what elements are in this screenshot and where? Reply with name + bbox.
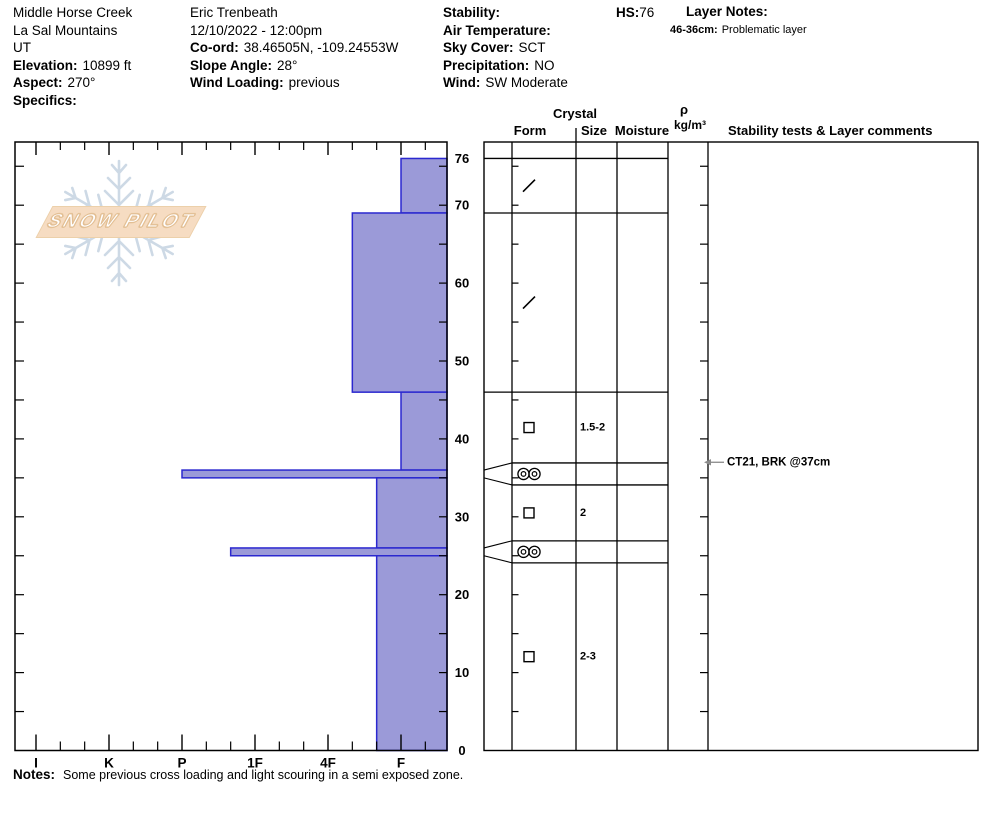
- sky-cover-line: Sky Cover: SCT: [443, 40, 546, 55]
- grain-form-square-icon: [523, 650, 535, 663]
- snow-height-line: HS:76: [616, 5, 655, 20]
- hardness-axis-label: I: [34, 756, 38, 771]
- snow-layer-bar: [229, 547, 448, 557]
- specifics-line: Specifics:: [13, 92, 77, 108]
- grain-size-value: 2-3: [580, 651, 596, 663]
- column-header-crystal: Crystal: [552, 106, 598, 121]
- observation-datetime: 12/10/2022 - 12:00pm: [190, 22, 323, 38]
- annotation-arrow-head: [704, 459, 711, 466]
- grain-form-square-icon: [523, 421, 535, 434]
- grain-form-circle-icon: [517, 467, 530, 481]
- header-observer-block: Eric Trenbeath 12/10/2022 - 12:00pm Co-o…: [190, 4, 398, 92]
- hardness-axis-label: K: [104, 756, 114, 771]
- site-name: Middle Horse Creek: [13, 5, 133, 20]
- elevation-line: Elevation: 10899 ft: [13, 57, 132, 73]
- wind-line: Wind: SW Moderate: [443, 75, 568, 90]
- grain-size-value: 2: [580, 507, 586, 519]
- notes-label: Notes:: [13, 767, 56, 782]
- depth-label: 50: [455, 354, 469, 369]
- slope-angle-line: Slope Angle: 28°: [190, 57, 298, 73]
- snow-layer-bar: [400, 391, 448, 471]
- depth-label: 20: [455, 587, 469, 602]
- grain-form-circle-icon: [531, 471, 538, 477]
- depth-label: 10: [455, 665, 469, 680]
- fold-out-wedge-line: [483, 462, 513, 471]
- snow-layer-bar: [351, 212, 448, 393]
- fold-out-wedge-line: [483, 555, 513, 564]
- grain-form-circle-icon: [531, 548, 538, 555]
- air-temperature-line: Air Temperature:: [443, 22, 551, 38]
- column-header-stability-tests: Stability tests & Layer comments: [728, 123, 933, 138]
- depth-label: 0: [458, 743, 465, 758]
- stability-line: Stability:: [443, 5, 501, 20]
- aspect-line: Aspect: 270°: [13, 75, 96, 90]
- stability-test-annotation: CT21, BRK @37cm: [727, 456, 830, 468]
- grain-form-slash-icon: [522, 179, 536, 193]
- observer-name: Eric Trenbeath: [190, 5, 278, 20]
- fold-out-wedge-line: [483, 477, 513, 486]
- depth-label: 76: [455, 151, 469, 166]
- snow-layer-bar: [375, 477, 448, 549]
- header-weather-block: Stability: Air Temperature: Sky Cover: SC…: [443, 4, 568, 92]
- depth-label: 70: [455, 198, 469, 213]
- grain-form-slash-icon: [522, 296, 536, 310]
- grain-form-circle-icon: [520, 471, 527, 477]
- depth-label: 40: [455, 431, 469, 446]
- notes-line: Notes: Some previous cross loading and li…: [13, 767, 463, 782]
- grain-size-value: 1.5-2: [580, 422, 605, 434]
- grain-form-circle-icon: [528, 545, 541, 559]
- grain-form-circle-icon: [528, 467, 541, 481]
- column-header-density-units: kg/m³: [673, 118, 706, 132]
- grain-form-square-icon: [523, 507, 535, 519]
- snow-layer-bar: [181, 469, 448, 479]
- header-location-block: Middle Horse Creek La Sal Mountains UT E…: [13, 4, 132, 109]
- column-header-form: Form: [513, 123, 547, 138]
- layer-note: 46-36cm: Problematic layer: [670, 24, 807, 36]
- snow-layer-bar: [400, 157, 448, 214]
- hardness-axis-label: F: [397, 756, 405, 771]
- layer-table-border: [483, 141, 979, 752]
- hardness-axis-label: 4F: [320, 756, 336, 771]
- column-header-moisture: Moisture: [614, 123, 670, 138]
- column-header-density-symbol: ρ: [679, 102, 689, 117]
- snow-layer-bar: [375, 555, 448, 752]
- wind-loading-line: Wind Loading: previous: [190, 75, 340, 90]
- grain-form-circle-icon: [520, 548, 527, 555]
- notes-text: Some previous cross loading and light sc…: [63, 768, 464, 782]
- depth-label: 30: [455, 509, 469, 524]
- layer-notes-title: Layer Notes:: [686, 4, 768, 19]
- grain-form-circle-icon: [517, 545, 530, 559]
- mountain-range: La Sal Mountains: [13, 22, 118, 38]
- precipitation-line: Precipitation: NO: [443, 57, 555, 73]
- hardness-axis-label: P: [177, 756, 186, 771]
- column-header-size: Size: [580, 123, 607, 138]
- hardness-axis-label: 1F: [247, 756, 263, 771]
- state: UT: [13, 40, 31, 55]
- snowpilot-logo-text: SNOW PILOT: [43, 211, 200, 233]
- depth-label: 60: [455, 276, 469, 291]
- coordinates-line: Co-ord: 38.46505N, -109.24553W: [190, 40, 399, 55]
- snowpilot-logo-banner: SNOW PILOT: [35, 206, 207, 238]
- fold-out-wedge-line: [483, 540, 513, 549]
